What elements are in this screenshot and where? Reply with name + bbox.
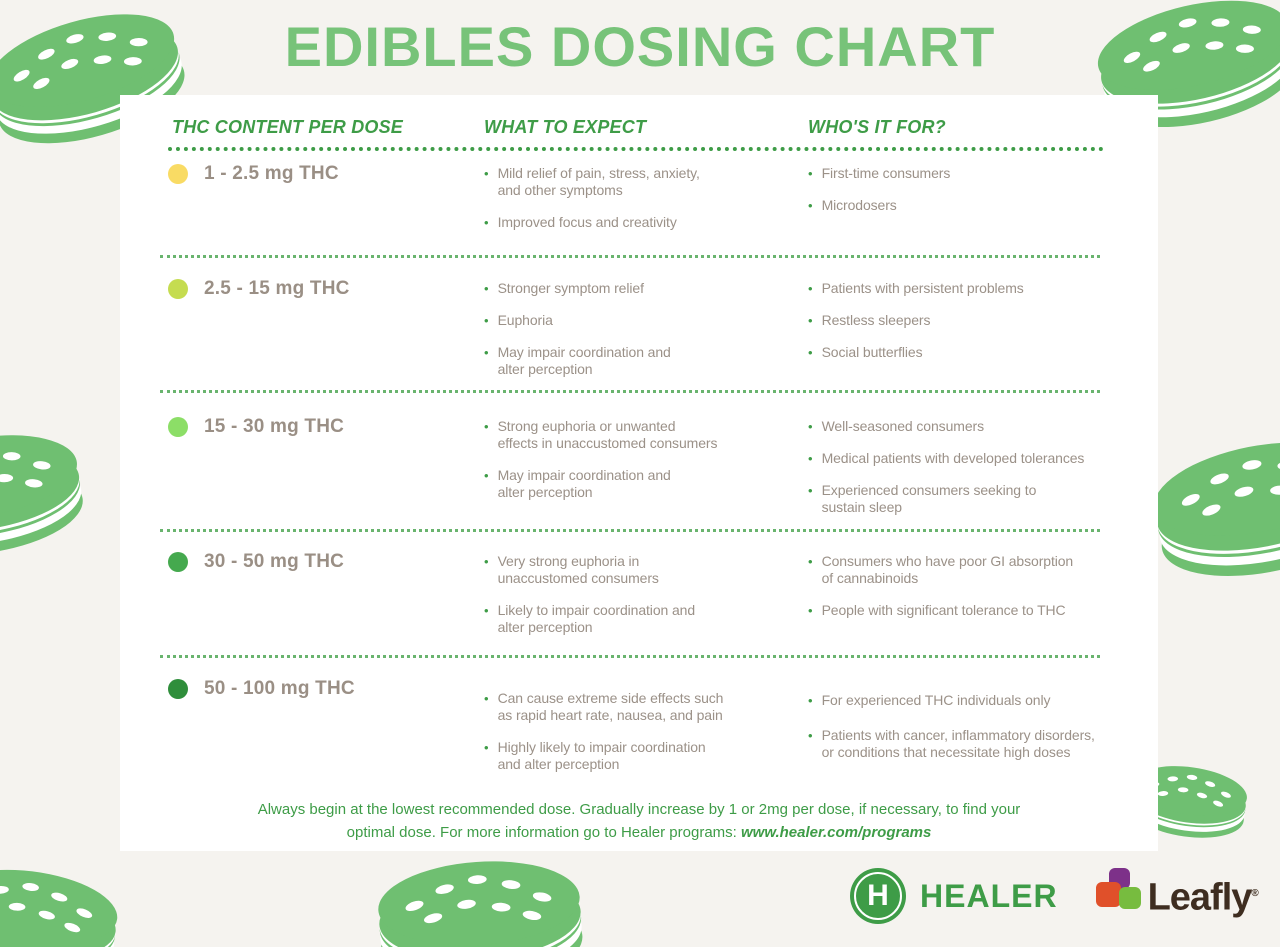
list-item: • Mild relief of pain, stress, anxiety, a…	[484, 165, 700, 198]
healer-logo: H HEALER	[850, 868, 1058, 924]
dose-level-dot	[168, 417, 188, 437]
list-item: • Restless sleepers	[808, 312, 931, 328]
dose-level-dot	[168, 552, 188, 572]
dose-range-label: 30 - 50 mg THC	[204, 551, 345, 572]
column-header-thc-content: THC CONTENT PER DOSE	[172, 117, 404, 137]
row-divider	[160, 390, 1100, 393]
list-item: • For experienced THC individuals only	[808, 692, 1051, 708]
bullet-icon: •	[484, 345, 489, 360]
dose-level-dot	[168, 679, 188, 699]
bullet-icon: •	[484, 281, 489, 296]
bullet-icon: •	[808, 693, 813, 708]
bullet-icon: •	[808, 554, 813, 569]
leafly-green-square	[1118, 887, 1141, 910]
list-item: • First-time consumers	[808, 165, 951, 181]
list-item: • Well-seasoned consumers	[808, 418, 984, 434]
list-item: • Strong euphoria or unwanted effects in …	[484, 418, 718, 451]
list-item: • Patients with persistent problems	[808, 280, 1024, 296]
list-item: • Stronger symptom relief	[484, 280, 644, 296]
list-item: • May impair coordination and alter perce…	[484, 467, 671, 500]
list-item: • Highly likely to impair coordination an…	[484, 739, 706, 772]
bullet-icon: •	[484, 313, 489, 328]
bullet-icon: •	[808, 728, 813, 743]
list-item: • Social butterflies	[808, 344, 923, 360]
expect-list: • Can cause extreme side effects such as …	[484, 690, 764, 788]
expect-list: • Very strong euphoria in unaccustomed co…	[484, 553, 764, 651]
list-item: • People with significant tolerance to TH…	[808, 602, 1066, 618]
expect-list: • Stronger symptom relief • Euphoria • May …	[484, 280, 764, 393]
leafly-logo: Leafly®	[1095, 868, 1259, 924]
dose-level-dot	[168, 279, 188, 299]
list-item: • Patients with cancer, inflammatory diso…	[808, 727, 1095, 760]
list-item: • Improved focus and creativity	[484, 214, 677, 230]
bullet-icon: •	[808, 166, 813, 181]
dose-range-label: 2.5 - 15 mg THC	[204, 278, 350, 299]
healer-wordmark: HEALER	[920, 877, 1058, 914]
column-header-what-to-expect: WHAT TO EXPECT	[484, 117, 647, 137]
bullet-icon: •	[808, 345, 813, 360]
who-list: • Well-seasoned consumers • Medical patien…	[808, 418, 1156, 531]
bullet-icon: •	[808, 281, 813, 296]
row-divider	[160, 655, 1100, 658]
bullet-icon: •	[808, 483, 813, 498]
bullet-icon: •	[808, 198, 813, 213]
list-item: • Very strong euphoria in unaccustomed co…	[484, 553, 659, 586]
bullet-icon: •	[808, 419, 813, 434]
note-line1: Always begin at the lowest recommended d…	[257, 801, 1021, 818]
cookie-illustration	[0, 423, 89, 567]
cookie-illustration	[0, 860, 122, 947]
trademark-symbol: ®	[1251, 888, 1258, 900]
bullet-icon: •	[484, 166, 489, 181]
dose-range-label: 15 - 30 mg THC	[204, 416, 345, 437]
list-item: • Likely to impair coordination and alter…	[484, 602, 696, 635]
column-header-whos-it-for: WHO'S IT FOR?	[808, 117, 946, 137]
page-title: EDIBLES DOSING CHART	[284, 15, 996, 78]
bullet-icon: •	[484, 603, 489, 618]
dosing-advice-note: Always begin at the lowest recommended d…	[120, 798, 1158, 845]
who-list: • For experienced THC individuals only • P…	[808, 692, 1156, 776]
leafly-squares-icon	[1095, 868, 1144, 920]
leafly-orange-square	[1095, 882, 1121, 908]
list-item: • Microdosers	[808, 197, 897, 213]
header-dotted-rule	[168, 147, 1104, 151]
cookie-illustration	[1146, 427, 1280, 592]
brand-logos: H HEALER Leafly®	[850, 868, 1259, 924]
bullet-icon: •	[484, 740, 489, 755]
who-list: • Consumers who have poor GI absorption o…	[808, 553, 1156, 634]
dosing-table: THC CONTENT PER DOSE WHAT TO EXPECT WHO'…	[120, 95, 1158, 851]
dose-range-label: 1 - 2.5 mg THC	[204, 163, 339, 184]
leafly-wordmark: Leafly®	[1147, 876, 1259, 919]
expect-list: • Mild relief of pain, stress, anxiety, a…	[484, 165, 764, 246]
note-line2: optimal dose. For more information go to…	[346, 824, 741, 842]
dose-range-label: 50 - 100 mg THC	[204, 678, 355, 699]
bullet-icon: •	[484, 554, 489, 569]
who-list: • First-time consumers • Microdosers	[808, 165, 1156, 229]
cookie-illustration	[375, 854, 586, 947]
bullet-icon: •	[808, 603, 813, 618]
list-item: • Consumers who have poor GI absorption o…	[808, 553, 1074, 586]
healer-monogram-icon: H	[850, 868, 906, 924]
bullet-icon: •	[484, 691, 489, 706]
healer-programs-link[interactable]: www.healer.com/programs	[741, 824, 932, 842]
list-item: • Euphoria	[484, 312, 553, 328]
dose-level-dot	[168, 164, 188, 184]
row-divider	[160, 529, 1100, 532]
bullet-icon: •	[808, 313, 813, 328]
list-item: • Can cause extreme side effects such as …	[484, 690, 724, 723]
list-item: • Experienced consumers seeking to sustai…	[808, 482, 1037, 515]
bullet-icon: •	[484, 419, 489, 434]
expect-list: • Strong euphoria or unwanted effects in …	[484, 418, 764, 516]
bullet-icon: •	[484, 215, 489, 230]
who-list: • Patients with persistent problems • Rest…	[808, 280, 1156, 376]
bullet-icon: •	[808, 451, 813, 466]
list-item: • May impair coordination and alter perce…	[484, 344, 671, 377]
row-divider	[160, 255, 1100, 258]
list-item: • Medical patients with developed toleran…	[808, 450, 1085, 466]
bullet-icon: •	[484, 468, 489, 483]
